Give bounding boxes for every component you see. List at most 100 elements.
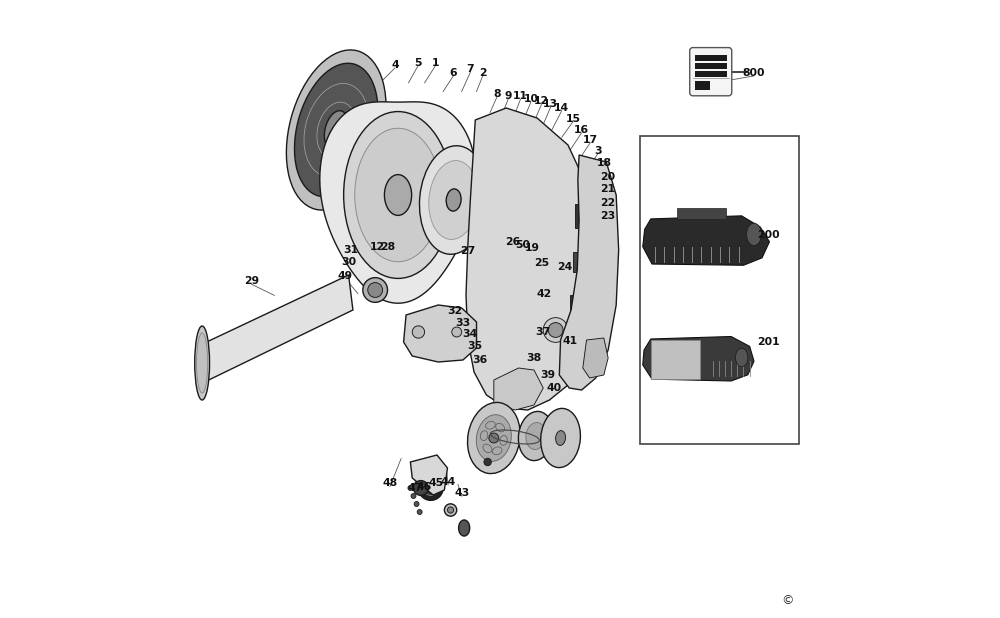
Ellipse shape [197,333,208,393]
Text: 26: 26 [505,237,520,247]
Polygon shape [410,455,447,495]
Ellipse shape [459,520,470,536]
Ellipse shape [556,431,566,446]
Text: 8: 8 [493,89,501,99]
Polygon shape [452,189,481,214]
Circle shape [411,494,416,499]
Bar [575,204,590,228]
Bar [695,71,727,77]
Text: 30: 30 [341,257,356,267]
Circle shape [412,326,425,338]
Text: 31: 31 [343,245,358,255]
Ellipse shape [526,423,546,449]
Text: 50: 50 [515,240,530,250]
Bar [640,136,799,444]
Circle shape [368,282,383,297]
Polygon shape [466,108,591,410]
Polygon shape [643,216,769,265]
Circle shape [423,481,438,496]
Ellipse shape [735,349,748,367]
Ellipse shape [344,112,452,279]
Text: 14: 14 [554,103,569,112]
Text: 200: 200 [757,230,780,240]
Bar [695,63,727,69]
Circle shape [417,509,422,514]
Text: 40: 40 [547,383,562,393]
Text: 27: 27 [460,246,475,256]
Polygon shape [200,275,353,382]
Text: 10: 10 [523,94,538,104]
Text: 20: 20 [600,172,615,182]
FancyBboxPatch shape [690,48,732,96]
Text: 11: 11 [513,91,528,101]
Bar [695,81,710,90]
Text: 18: 18 [596,158,611,168]
Text: 800: 800 [742,68,765,78]
Ellipse shape [468,402,520,473]
Ellipse shape [476,415,511,461]
Text: 42: 42 [537,289,552,299]
Circle shape [408,486,413,491]
Polygon shape [583,338,608,378]
Text: 16: 16 [574,125,589,135]
Text: 3: 3 [594,146,601,156]
Circle shape [543,318,568,342]
Polygon shape [494,368,543,410]
Text: 1: 1 [431,58,439,68]
Polygon shape [643,337,754,381]
Text: 43: 43 [454,488,469,498]
Text: 38: 38 [526,353,542,363]
Text: 36: 36 [473,355,488,365]
Circle shape [363,277,388,302]
Circle shape [548,323,563,337]
Text: 23: 23 [600,211,615,221]
Polygon shape [320,102,476,303]
Text: 24: 24 [557,262,572,272]
Text: 48: 48 [382,478,398,488]
Bar [567,338,579,358]
Text: 37: 37 [536,328,551,337]
Text: 9: 9 [504,91,512,101]
Text: 39: 39 [541,370,556,379]
Circle shape [489,433,499,443]
Bar [695,55,727,61]
Text: 45: 45 [429,478,444,488]
Text: 21: 21 [600,184,615,194]
Text: 4: 4 [391,60,399,70]
Text: 6: 6 [450,68,457,78]
Text: 28: 28 [380,242,395,252]
Text: 29: 29 [244,276,259,286]
Text: 47: 47 [407,483,422,493]
Text: 15: 15 [565,114,580,124]
Ellipse shape [747,223,761,245]
Ellipse shape [294,63,378,197]
Circle shape [484,459,491,466]
Ellipse shape [324,111,348,150]
Bar [677,208,726,219]
Text: 19: 19 [525,243,540,253]
Text: 33: 33 [455,318,471,328]
Ellipse shape [446,189,461,211]
Circle shape [444,504,457,516]
Text: 49: 49 [338,271,353,281]
Ellipse shape [325,118,362,172]
Circle shape [452,327,462,337]
Text: 12: 12 [370,242,385,252]
Ellipse shape [355,129,441,262]
Text: 46: 46 [417,482,432,492]
Circle shape [418,476,443,501]
Text: 44: 44 [440,477,456,487]
Circle shape [414,502,419,507]
Ellipse shape [195,326,210,400]
Text: 7: 7 [467,64,474,74]
Text: 17: 17 [583,135,598,145]
Polygon shape [559,155,619,390]
Text: ©: © [782,594,794,607]
Ellipse shape [286,50,386,210]
Text: 12: 12 [534,96,549,106]
Text: 2: 2 [479,68,487,78]
Text: 41: 41 [563,336,578,346]
Ellipse shape [429,161,479,239]
Text: 35: 35 [468,341,483,351]
Text: 13: 13 [543,99,558,109]
